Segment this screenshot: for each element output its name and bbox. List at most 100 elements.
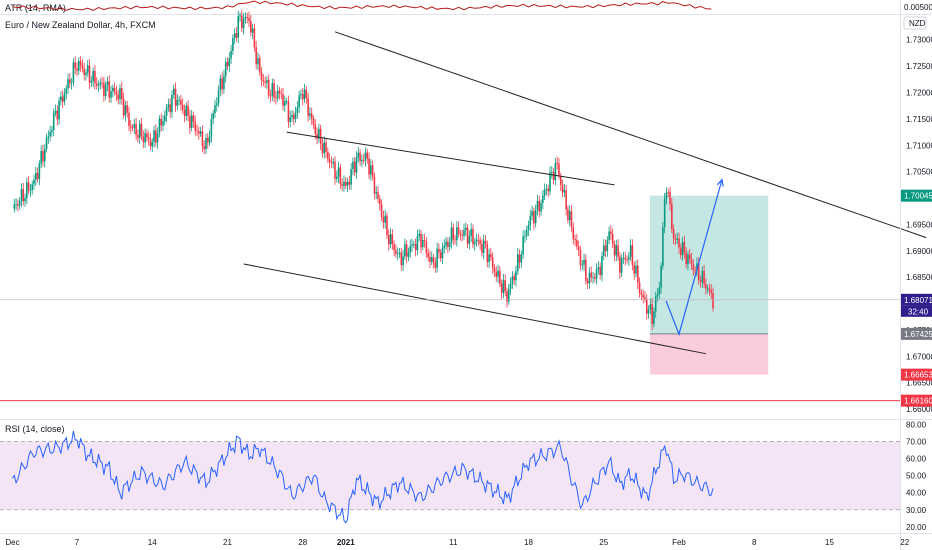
candle <box>81 59 84 73</box>
candle <box>90 76 93 87</box>
candle <box>128 106 130 131</box>
candle <box>31 180 34 195</box>
candle <box>515 265 517 287</box>
candle <box>364 147 367 167</box>
candle <box>58 97 60 125</box>
candle <box>486 240 489 268</box>
candle <box>258 54 261 76</box>
candle <box>597 260 600 275</box>
candle <box>642 289 644 304</box>
rsi-line-path <box>12 430 714 524</box>
candle <box>493 263 496 277</box>
candle <box>443 239 446 254</box>
candle <box>522 230 524 259</box>
candle <box>316 127 318 145</box>
candle <box>359 149 361 166</box>
candle <box>576 233 578 250</box>
candle <box>95 77 98 90</box>
price-tag-label: 1.67425 <box>904 330 932 339</box>
price-axis[interactable]: 1.73000 1.72500 1.72000 1.71500 1.71000 1.705… <box>906 36 932 414</box>
candle <box>561 179 564 198</box>
candle <box>199 126 202 137</box>
candle <box>291 109 293 122</box>
candle <box>574 234 576 247</box>
candle <box>570 204 573 233</box>
candle <box>545 183 548 196</box>
candle <box>110 85 112 104</box>
candle <box>542 190 544 210</box>
candle <box>568 205 571 227</box>
trendline-channel-bottom[interactable] <box>243 263 706 355</box>
candle <box>404 238 406 261</box>
candle <box>29 184 32 197</box>
candle <box>411 238 413 252</box>
candle <box>276 84 279 102</box>
rsi-label: RSI (14, close) <box>5 424 65 434</box>
candle <box>608 226 610 245</box>
candle <box>273 78 275 103</box>
price-tick-label: 1.67000 <box>906 352 932 361</box>
candle <box>524 229 526 243</box>
candle <box>481 239 483 257</box>
candle <box>325 138 327 158</box>
projection-path[interactable] <box>665 179 723 337</box>
candle <box>402 250 404 272</box>
candle <box>264 76 266 88</box>
candle <box>654 291 657 318</box>
candle <box>49 125 51 142</box>
candle <box>51 125 53 137</box>
candle <box>662 221 664 270</box>
trendline-channel-top[interactable] <box>286 131 615 186</box>
candle <box>665 187 668 205</box>
candle <box>456 221 458 247</box>
trendline-upper-long[interactable] <box>334 31 927 239</box>
date-tick-label: 28 <box>298 538 307 547</box>
candle <box>683 235 686 259</box>
candle <box>303 83 306 104</box>
candle <box>696 257 698 277</box>
candle <box>346 177 349 193</box>
date-tick-label: Dec <box>5 538 19 547</box>
position-loss-zone[interactable] <box>649 333 769 375</box>
candle <box>267 74 270 100</box>
candle <box>144 128 146 148</box>
candle <box>626 255 628 264</box>
trendlines[interactable] <box>243 31 927 355</box>
date-tick-label: 7 <box>75 538 80 547</box>
price-pane[interactable]: Euro / New Zealand Dollar, 4h, FXCM <box>0 9 927 402</box>
candle <box>520 250 523 269</box>
candle <box>491 252 494 274</box>
candle <box>357 146 360 163</box>
candle <box>156 127 159 149</box>
position-profit-zone[interactable] <box>649 195 769 334</box>
date-tick-label: 14 <box>148 538 157 547</box>
candle <box>26 177 28 205</box>
candle <box>658 281 661 300</box>
candle <box>445 236 447 251</box>
candle <box>210 113 213 143</box>
candle <box>572 222 575 245</box>
atr-value: 0.00500 <box>904 3 932 12</box>
rsi-tick-label: 20.00 <box>906 523 927 532</box>
candle <box>534 204 537 228</box>
arrow-head <box>716 178 724 187</box>
time-axis[interactable]: Dec 7 14 21 28 2021 11 18 25 Feb 8 15 22 <box>5 538 909 547</box>
candle <box>371 160 374 181</box>
candle <box>332 157 335 169</box>
atr-line-path <box>12 0 712 11</box>
projection-arrow[interactable] <box>665 178 724 337</box>
candle <box>588 267 591 289</box>
price-tag: 1.66653 <box>901 368 932 381</box>
candle <box>540 199 542 216</box>
candle <box>407 247 410 262</box>
candle <box>396 247 399 261</box>
candle <box>176 94 179 111</box>
candle <box>344 177 347 190</box>
candle <box>217 85 220 108</box>
candle <box>314 119 317 140</box>
candle <box>685 247 687 269</box>
candle <box>172 84 175 99</box>
candle <box>687 251 689 271</box>
rsi-tick-label: 80.00 <box>906 420 927 429</box>
